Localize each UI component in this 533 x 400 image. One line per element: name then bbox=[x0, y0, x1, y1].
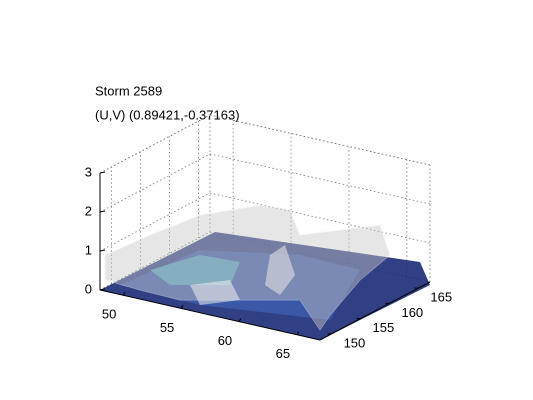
isosurface-peak bbox=[265, 245, 295, 295]
x-tick bbox=[238, 318, 242, 322]
z-tick-label: 1 bbox=[85, 242, 92, 257]
grid-line bbox=[99, 231, 211, 291]
x-tick-label: 55 bbox=[160, 320, 174, 335]
axes: 0 1 2 3 50 55 60 65 150 155 160 165 bbox=[85, 164, 452, 361]
z-tick-label: 3 bbox=[85, 164, 92, 179]
y-axis bbox=[319, 281, 431, 341]
z-tick-label: 2 bbox=[85, 203, 92, 218]
grid-line bbox=[209, 192, 431, 244]
z-tick-label: 0 bbox=[85, 281, 92, 296]
storm-surface bbox=[100, 204, 430, 340]
grid-line bbox=[99, 153, 211, 213]
shallow-surface bbox=[150, 255, 240, 285]
grid-line bbox=[99, 192, 211, 252]
box-edge bbox=[99, 114, 211, 174]
chart-title: Storm 2589 bbox=[95, 83, 162, 98]
isosurface bbox=[104, 204, 391, 331]
y-tick-label: 155 bbox=[373, 320, 395, 335]
z-tick bbox=[99, 249, 106, 252]
y-tick-label: 150 bbox=[344, 335, 366, 350]
isosurface-lobe bbox=[190, 280, 240, 305]
x-tick-label: 60 bbox=[218, 333, 232, 348]
x-tick-label: 50 bbox=[102, 307, 116, 322]
x-tick bbox=[180, 305, 184, 309]
grid-line bbox=[209, 153, 431, 205]
x-tick bbox=[296, 331, 300, 336]
y-tick-label: 160 bbox=[401, 305, 423, 320]
y-tick-label: 165 bbox=[430, 290, 452, 305]
chart-subtitle: (U,V) (0.89421,-0.37163) bbox=[95, 107, 240, 122]
grid-line bbox=[99, 114, 211, 174]
z-tick bbox=[99, 171, 106, 174]
z-tick bbox=[99, 210, 106, 213]
x-axis bbox=[99, 289, 321, 341]
x-tick-label: 65 bbox=[276, 346, 290, 361]
grid-line bbox=[209, 114, 431, 166]
x-tick bbox=[122, 291, 126, 296]
